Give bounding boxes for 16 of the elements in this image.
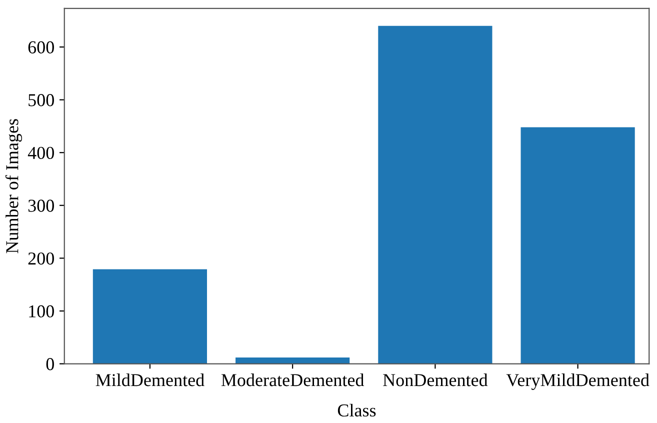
y-tick-label: 100 — [29, 305, 54, 318]
y-tick-label: 300 — [28, 200, 54, 212]
x-tick-label: MildDemented — [96, 374, 204, 386]
y-tick-label: 200 — [28, 252, 54, 265]
y-tick-label: 400 — [28, 146, 54, 160]
x-tick-label: ModerateDemented — [221, 374, 364, 386]
bar — [378, 26, 492, 364]
bar — [520, 127, 635, 364]
bar — [92, 269, 208, 364]
y-axis-title: Number of Images — [5, 119, 22, 254]
x-tick-label: VeryMildDemented — [506, 374, 650, 390]
y-tick-label: 0 — [46, 358, 54, 370]
x-tick-label: NonDemented — [383, 374, 488, 386]
y-tick-label: 600 — [28, 41, 54, 54]
y-tick-label: 500 — [28, 94, 54, 106]
x-axis-title: Class — [338, 404, 376, 417]
